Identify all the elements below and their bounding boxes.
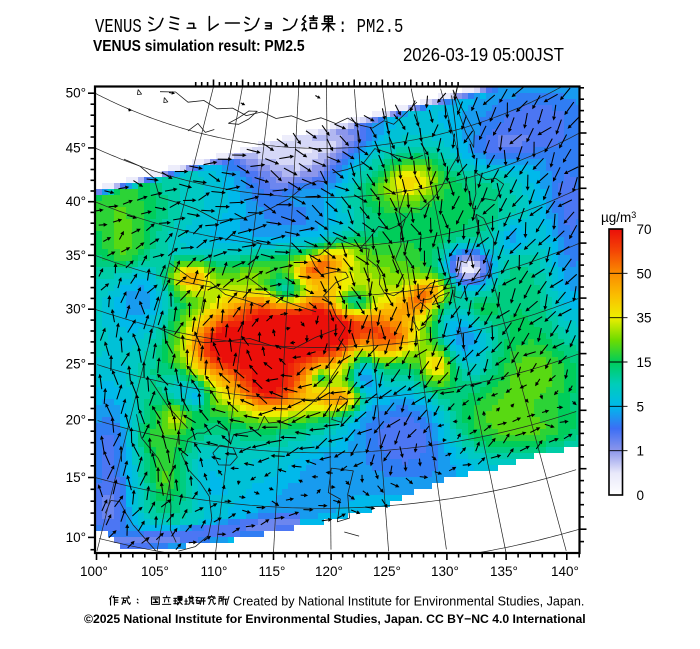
- svg-text:VENUS: VENUS: [95, 18, 142, 39]
- svg-text:1: 1: [637, 444, 645, 459]
- svg-text:120°: 120°: [315, 564, 343, 579]
- svg-text:70: 70: [637, 222, 652, 237]
- svg-text:45°: 45°: [66, 140, 86, 155]
- svg-text:25°: 25°: [66, 356, 86, 371]
- svg-text:µg/m3: µg/m3: [601, 210, 636, 225]
- svg-text:20°: 20°: [66, 412, 86, 427]
- svg-text:5: 5: [637, 399, 645, 414]
- svg-text:50°: 50°: [66, 86, 86, 101]
- svg-text:15: 15: [637, 355, 652, 370]
- svg-text:: PM2.5: : PM2.5: [338, 18, 403, 39]
- svg-text:140°: 140°: [551, 564, 579, 579]
- svg-text:110°: 110°: [201, 564, 228, 579]
- svg-text:35: 35: [637, 311, 652, 326]
- svg-text:©2025 National Institute for E: ©2025 National Institute for Environment…: [84, 612, 586, 626]
- svg-text:40°: 40°: [66, 194, 86, 209]
- svg-text:0: 0: [637, 488, 645, 503]
- svg-text:115°: 115°: [259, 564, 286, 579]
- svg-text:50: 50: [637, 266, 652, 281]
- svg-text:100°: 100°: [80, 564, 108, 579]
- svg-text:30°: 30°: [66, 302, 86, 317]
- svg-text:/ Created by National Institut: / Created by National Institute for Envi…: [226, 595, 584, 609]
- svg-text:10°: 10°: [66, 530, 86, 545]
- svg-text:130°: 130°: [431, 564, 459, 579]
- svg-text:15°: 15°: [66, 470, 86, 485]
- svg-text:105°: 105°: [141, 564, 169, 579]
- svg-text:2026-03-19 05:00JST: 2026-03-19 05:00JST: [403, 44, 564, 65]
- svg-text:125°: 125°: [373, 564, 401, 579]
- svg-text:VENUS simulation result: PM2.5: VENUS simulation result: PM2.5: [93, 38, 305, 55]
- svg-text:135°: 135°: [490, 564, 518, 579]
- svg-text:35°: 35°: [66, 248, 86, 263]
